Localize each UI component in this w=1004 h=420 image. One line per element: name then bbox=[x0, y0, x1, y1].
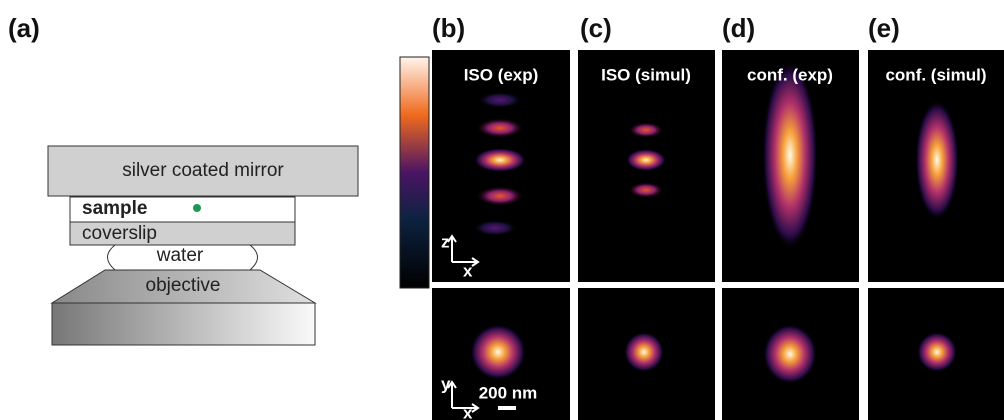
panel-label: (d) bbox=[722, 13, 755, 43]
psf bbox=[470, 324, 526, 380]
colorbar bbox=[399, 56, 430, 289]
psf bbox=[763, 324, 817, 384]
panel-label: (c) bbox=[580, 13, 612, 43]
psf bbox=[628, 182, 664, 198]
axis-arrows bbox=[447, 380, 480, 413]
scale-bar bbox=[498, 406, 516, 410]
sample bbox=[69, 196, 296, 223]
bead bbox=[193, 204, 201, 212]
psf bbox=[624, 332, 664, 372]
psf bbox=[915, 100, 959, 220]
axis-arrows bbox=[447, 234, 480, 267]
psf bbox=[478, 92, 522, 108]
psf bbox=[762, 60, 818, 250]
axis-label: z bbox=[441, 232, 450, 251]
mirror bbox=[47, 145, 359, 197]
scale-bar-label: 200 nm bbox=[479, 383, 538, 402]
axis-label: y bbox=[441, 374, 451, 393]
coverslip bbox=[69, 221, 296, 246]
panel-label: (e) bbox=[868, 13, 900, 43]
image-title: conf. (simul) bbox=[885, 65, 986, 84]
axis-label: x bbox=[463, 261, 473, 280]
image-title: ISO (simul) bbox=[601, 65, 691, 84]
psf bbox=[474, 148, 526, 172]
water-label: water bbox=[156, 245, 204, 266]
image-row-bottom: y x 200 nm bbox=[432, 288, 1004, 420]
sample-label: sample bbox=[82, 198, 147, 219]
image-title: conf. (exp) bbox=[747, 65, 833, 84]
coverslip-label: coverslip bbox=[82, 223, 157, 244]
psf bbox=[917, 332, 957, 372]
setup-diagram: silver coated mirror sample coverslip wa… bbox=[47, 145, 359, 346]
psf bbox=[473, 220, 517, 236]
image-row-top: ISO (exp) ISO (simul) conf. (exp) conf. … bbox=[432, 50, 1004, 282]
psf bbox=[476, 118, 524, 138]
psf bbox=[626, 149, 666, 171]
image-title: ISO (exp) bbox=[464, 65, 539, 84]
panel-label: (b) bbox=[432, 13, 465, 43]
mirror-label: silver coated mirror bbox=[122, 160, 284, 181]
axis-label: x bbox=[463, 403, 473, 420]
water-meniscus bbox=[107, 244, 258, 271]
psf bbox=[476, 186, 524, 206]
psf bbox=[628, 122, 664, 138]
objective-label: objective bbox=[146, 275, 221, 296]
objective-body bbox=[51, 302, 316, 346]
panel-label: (a) bbox=[8, 13, 40, 43]
